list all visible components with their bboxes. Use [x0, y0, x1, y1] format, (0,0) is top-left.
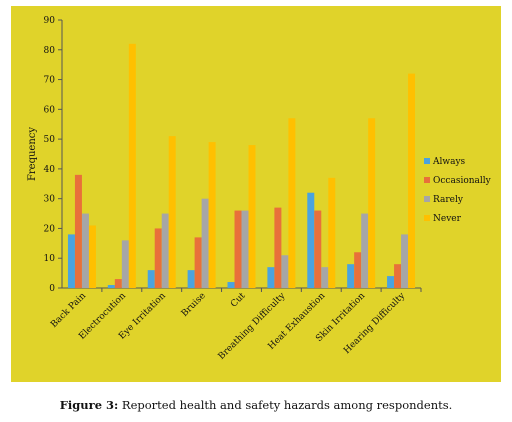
legend-label-rarely: Rarely — [433, 195, 464, 205]
x-tick-label: Breathing Difficulty — [217, 290, 288, 361]
y-tick-label: 30 — [44, 195, 56, 205]
bar-rarely-6 — [281, 255, 289, 288]
bar-never-2 — [128, 43, 136, 289]
legend-swatch-occasionally — [424, 177, 430, 183]
bar-rarely-9 — [401, 234, 409, 288]
caption-label: Figure 3: — [59, 398, 119, 412]
bar-never-5 — [248, 145, 256, 288]
bar-occasionally-8 — [354, 252, 362, 288]
bar-never-9 — [408, 73, 416, 288]
bar-never-1 — [88, 225, 96, 288]
y-tick-label: 0 — [49, 284, 55, 294]
y-tick-label: 90 — [44, 16, 56, 26]
legend: Always Occasionally Rarely Never — [424, 157, 492, 224]
legend-label-always: Always — [432, 157, 466, 167]
legend-swatch-rarely — [424, 196, 430, 202]
bar-occasionally-9 — [394, 264, 402, 288]
bar-occasionally-4 — [194, 237, 202, 288]
legend-swatch-always — [424, 158, 430, 164]
bar-rarely-2 — [121, 240, 129, 288]
bar-always-5 — [227, 282, 235, 288]
bar-rarely-7 — [321, 267, 329, 288]
bar-always-3 — [147, 270, 155, 288]
bar-rarely-1 — [81, 213, 89, 288]
y-axis-title: Frequency — [27, 127, 38, 181]
y-tick-label: 10 — [44, 254, 56, 264]
caption-text: Reported health and safety hazards among… — [118, 398, 453, 412]
bar-always-4 — [187, 270, 195, 288]
x-tick-label: Back Pain — [49, 291, 88, 330]
chart-panel: 0 10 20 30 40 50 60 70 80 90 Back Pain Electrocuti… — [11, 6, 501, 382]
bar-never-3 — [168, 136, 176, 288]
y-tick-label: 20 — [44, 224, 56, 234]
bar-occasionally-3 — [154, 228, 162, 288]
legend-label-occasionally: Occasionally — [433, 176, 492, 186]
legend-swatch-never — [424, 215, 430, 221]
bar-occasionally-1 — [74, 174, 82, 288]
bar-rarely-3 — [161, 213, 169, 288]
bar-always-6 — [267, 267, 275, 288]
bar-never-8 — [368, 118, 376, 289]
y-tick-label: 40 — [44, 165, 56, 175]
bar-always-9 — [387, 276, 395, 288]
y-tick-label: 80 — [44, 46, 56, 56]
bar-never-7 — [328, 177, 336, 288]
bar-occasionally-5 — [234, 210, 242, 288]
legend-label-never: Never — [433, 214, 462, 224]
bar-always-8 — [347, 264, 355, 288]
bar-always-7 — [307, 192, 315, 288]
bar-occasionally-2 — [114, 279, 122, 288]
bar-always-1 — [67, 234, 75, 288]
bar-always-2 — [107, 285, 115, 288]
bar-rarely-8 — [361, 213, 369, 288]
bar-occasionally-7 — [314, 210, 322, 288]
x-tick-label: Bruise — [180, 291, 208, 319]
bar-never-6 — [288, 118, 296, 289]
y-tick-label: 60 — [44, 105, 56, 115]
x-tick-label: Cut — [229, 291, 248, 310]
bar-never-4 — [208, 142, 216, 288]
figure-caption: Figure 3: Reported health and safety haz… — [0, 398, 512, 412]
bar-occasionally-6 — [274, 207, 282, 288]
y-tick-label: 50 — [44, 135, 56, 145]
bar-rarely-4 — [201, 198, 209, 288]
y-tick-label: 70 — [44, 76, 56, 86]
bar-rarely-5 — [241, 210, 249, 288]
